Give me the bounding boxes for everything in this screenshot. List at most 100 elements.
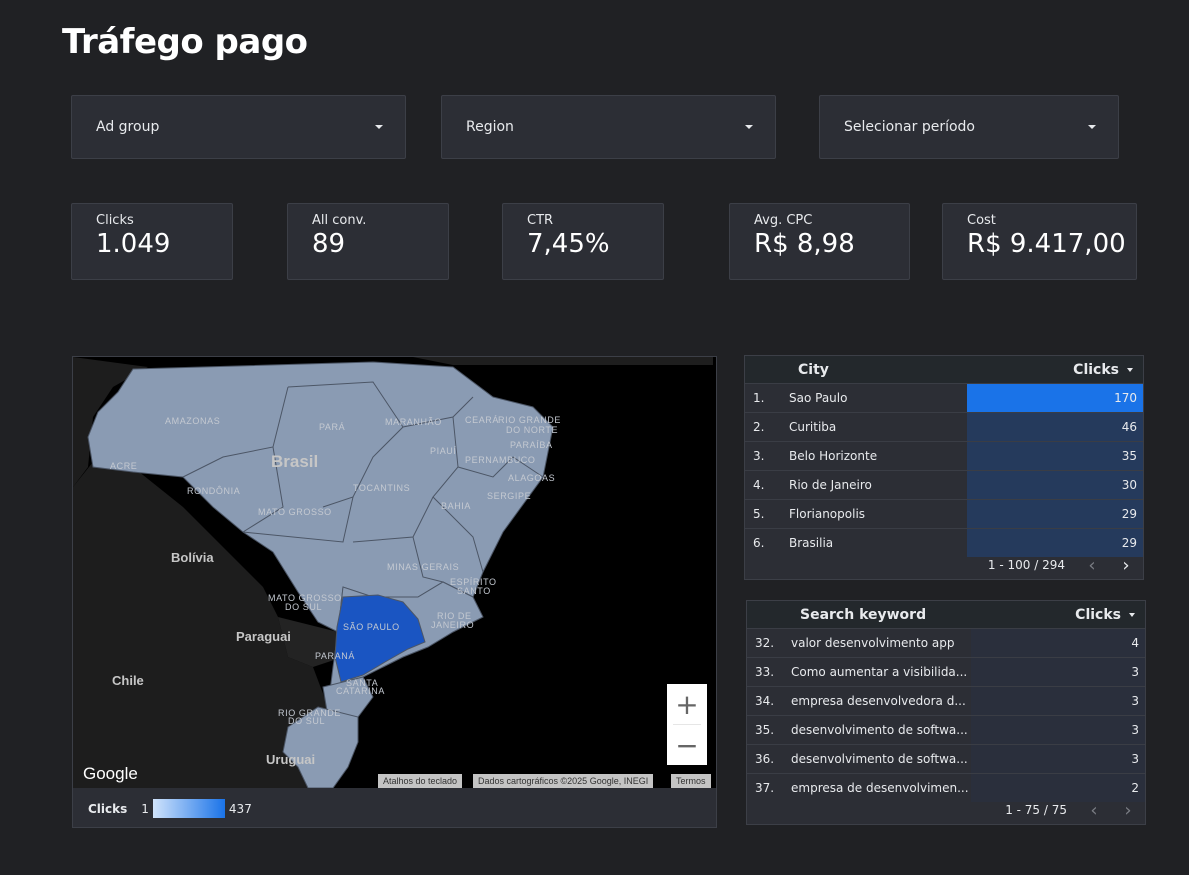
zoom-out-button[interactable]: −	[675, 728, 699, 762]
row-name: Rio de Janeiro	[789, 478, 872, 492]
table-pager: 1 - 100 / 294 ‹ ›	[988, 551, 1143, 579]
country-label: Bolívia	[171, 550, 214, 565]
map-label: CEARÁ	[465, 415, 499, 425]
legend-metric: Clicks	[88, 801, 128, 816]
keyboard-shortcuts-link[interactable]: Atalhos do teclado	[378, 774, 463, 788]
legend-max: 437	[228, 801, 252, 816]
map-label: DO SUL	[285, 602, 322, 612]
legend-gradient	[152, 799, 225, 818]
keyword-rows: 32. valor desenvolvimento app 4 33. Como aum…	[747, 628, 1145, 802]
map-label: MATO GROSSO	[258, 507, 332, 517]
keyword-table: Search keyword Clicks 32. valor desenvolv…	[746, 600, 1146, 825]
map-label: MARANHÃO	[385, 417, 442, 427]
prev-page-icon[interactable]: ‹	[1088, 554, 1096, 576]
ad-group-filter[interactable]: Ad group	[71, 95, 406, 159]
map-label: SANTO	[457, 586, 491, 596]
caret-down-icon	[375, 125, 383, 129]
table-header: Search keyword Clicks	[747, 601, 1145, 628]
prev-page-icon[interactable]: ‹	[1090, 799, 1098, 821]
kpi-value: R$ 8,98	[754, 229, 855, 259]
table-row[interactable]: 3. Belo Horizonte 35	[745, 441, 1143, 470]
row-index: 1.	[753, 391, 765, 405]
row-value: 35	[967, 442, 1143, 470]
kpi-all-conv: All conv. 89	[287, 203, 449, 280]
map-label: PERNAMBUCO	[465, 455, 536, 465]
kpi-avg-cpc: Avg. CPC R$ 8,98	[729, 203, 910, 280]
country-label: Paraguai	[236, 629, 291, 644]
map-label: PARANÁ	[315, 651, 355, 661]
row-value: 46	[967, 413, 1143, 441]
kpi-label: All conv.	[312, 213, 367, 228]
map-label: ACRE	[110, 461, 137, 471]
table-row[interactable]: 2. Curitiba 46	[745, 412, 1143, 441]
geo-map[interactable]: AMAZONAS PARÁ MARANHÃO CEARÁ RIO GRANDE …	[73, 357, 716, 788]
country-label: Chile	[112, 673, 144, 688]
map-canvas[interactable]: AMAZONAS PARÁ MARANHÃO CEARÁ RIO GRANDE …	[73, 357, 716, 788]
col-keyword[interactable]: Search keyword	[800, 606, 927, 623]
table-row[interactable]: 37. empresa de desenvolvimen... 2	[747, 773, 1145, 802]
map-data-attribution[interactable]: Dados cartográficos ©2025 Google, INEGI	[473, 774, 654, 788]
row-value: 2	[971, 774, 1145, 802]
row-index: 5.	[753, 507, 765, 521]
kpi-value: R$ 9.417,00	[967, 229, 1126, 259]
map-label: AMAZONAS	[165, 416, 220, 426]
row-name: empresa desenvolvedora d...	[791, 694, 966, 708]
map-label: PARAÍBA	[510, 440, 553, 450]
zoom-divider	[673, 724, 701, 725]
map-label: PIAUÍ	[430, 446, 457, 456]
table-row[interactable]: 36. desenvolvimento de softwa... 3	[747, 744, 1145, 773]
map-label: MINAS GERAIS	[387, 562, 459, 572]
row-index: 4.	[753, 478, 765, 492]
col-city[interactable]: City	[798, 361, 829, 378]
zoom-control: + −	[667, 684, 707, 765]
map-label: RONDÔNIA	[187, 486, 240, 496]
terms-link[interactable]: Termos	[671, 774, 711, 788]
map-label: CATARINA	[336, 686, 385, 696]
country-label-brasil: Brasil	[271, 452, 318, 471]
next-page-icon[interactable]: ›	[1124, 799, 1132, 821]
kpi-label: CTR	[527, 213, 554, 228]
map-label: RIO GRANDE	[498, 415, 561, 425]
table-row[interactable]: 32. valor desenvolvimento app 4	[747, 628, 1145, 657]
row-name: Sao Paulo	[789, 391, 848, 405]
row-name: Belo Horizonte	[789, 449, 878, 463]
map-label: SANTA	[346, 678, 378, 688]
map-label: RIO DE	[437, 611, 472, 621]
row-value: 30	[967, 471, 1143, 499]
col-clicks[interactable]: Clicks	[1073, 362, 1133, 378]
pager-range: 1 - 100 / 294	[987, 558, 1065, 572]
region-filter[interactable]: Region	[441, 95, 776, 159]
table-row[interactable]: 33. Como aumentar a visibilida... 3	[747, 657, 1145, 686]
row-index: 34.	[755, 694, 775, 708]
row-index: 35.	[755, 723, 775, 737]
map-label: DO SUL	[288, 716, 325, 726]
kpi-value: 89	[312, 229, 346, 259]
table-row[interactable]: 35. desenvolvimento de softwa... 3	[747, 715, 1145, 744]
map-label: SERGIPE	[487, 491, 531, 501]
table-row[interactable]: 34. empresa desenvolvedora d... 3	[747, 686, 1145, 715]
col-clicks[interactable]: Clicks	[1075, 607, 1135, 623]
geo-map-card: AMAZONAS PARÁ MARANHÃO CEARÁ RIO GRANDE …	[72, 356, 717, 828]
table-row[interactable]: 4. Rio de Janeiro 30	[745, 470, 1143, 499]
kpi-value: 7,45%	[527, 229, 610, 259]
row-value: 4	[971, 629, 1145, 657]
table-row[interactable]: 5. Florianopolis 29	[745, 499, 1143, 528]
table-row[interactable]: 1. Sao Paulo 170	[745, 383, 1143, 412]
map-label: TOCANTINS	[353, 483, 410, 493]
kpi-label: Cost	[967, 213, 996, 228]
table-row[interactable]: 6. Brasilia 29	[745, 528, 1143, 557]
row-name: desenvolvimento de softwa...	[791, 723, 968, 737]
zoom-in-button[interactable]: +	[675, 687, 699, 721]
kpi-value: 1.049	[96, 229, 171, 259]
map-label: PARÁ	[319, 422, 345, 432]
kpi-cost: Cost R$ 9.417,00	[942, 203, 1137, 280]
map-legend: Clicks 1 437	[88, 799, 252, 818]
row-name: Como aumentar a visibilida...	[791, 665, 968, 679]
row-value: 29	[967, 500, 1143, 528]
next-page-icon[interactable]: ›	[1122, 554, 1130, 576]
map-label: JANEIRO	[431, 620, 474, 630]
row-index: 33.	[755, 665, 775, 679]
row-name: Florianopolis	[789, 507, 866, 521]
period-filter[interactable]: Selecionar período	[819, 95, 1119, 159]
row-index: 32.	[755, 636, 775, 650]
